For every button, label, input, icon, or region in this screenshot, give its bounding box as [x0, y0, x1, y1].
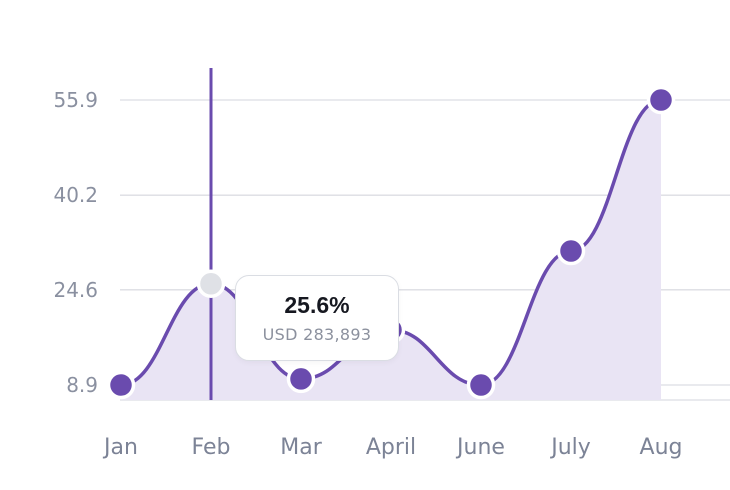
y-tick-label: 40.2 [53, 183, 98, 207]
data-point-july[interactable] [556, 236, 586, 266]
data-point-june[interactable] [466, 370, 496, 400]
y-axis-ticks: 55.9 40.2 24.6 8.9 [53, 88, 98, 397]
data-point-jan[interactable] [106, 370, 136, 400]
x-tick-label: Feb [192, 435, 231, 460]
data-point-aug[interactable] [646, 85, 676, 115]
data-point-mar[interactable] [286, 364, 316, 394]
y-tick-label: 8.9 [66, 373, 98, 397]
tooltip: 25.6% USD 283,893 [235, 275, 399, 361]
x-tick-label: Mar [280, 435, 322, 460]
x-axis-ticks: Jan Feb Mar April June July Aug [102, 435, 682, 460]
data-point-feb[interactable] [196, 269, 226, 298]
y-tick-label: 24.6 [53, 278, 98, 302]
x-tick-label: April [366, 435, 416, 460]
x-tick-label: June [455, 435, 505, 460]
x-tick-label: Jan [102, 435, 138, 460]
x-tick-label: Aug [640, 435, 683, 460]
tooltip-title: 25.6% [284, 292, 350, 318]
y-tick-label: 55.9 [53, 88, 98, 112]
x-tick-label: July [549, 435, 591, 460]
tooltip-subtitle: USD 283,893 [262, 325, 372, 344]
area-fill [121, 100, 661, 400]
